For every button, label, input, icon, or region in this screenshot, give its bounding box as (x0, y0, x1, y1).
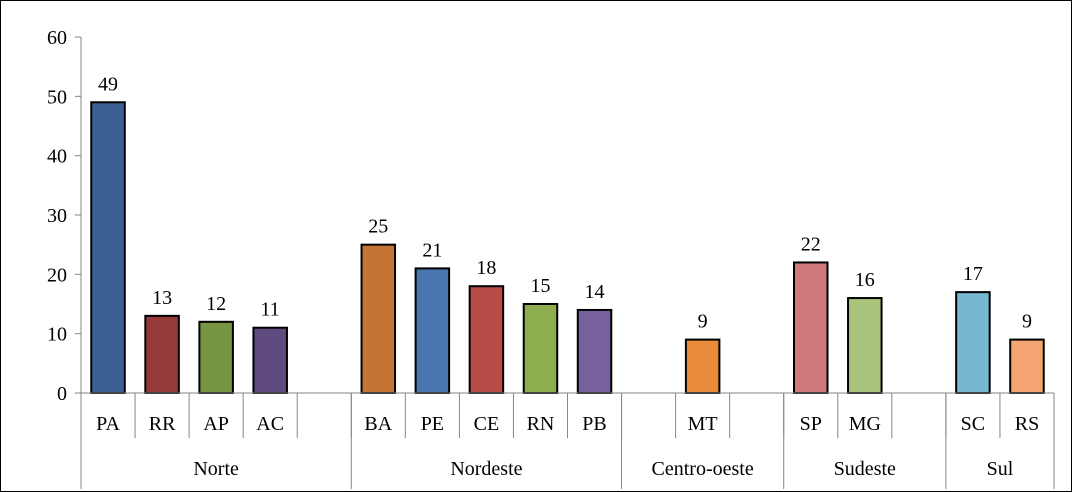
y-tick-label: 50 (47, 86, 67, 108)
y-axis: 0 10 20 30 40 50 60 (47, 27, 82, 405)
group-label: Nordeste (450, 458, 522, 480)
bar (847, 297, 883, 395)
category-label: RN (527, 413, 555, 435)
bar (955, 291, 991, 394)
bar (576, 308, 613, 394)
y-tick-label: 30 (47, 205, 67, 227)
data-label: 21 (422, 239, 442, 261)
bars (90, 101, 1045, 395)
category-label: CE (474, 413, 500, 435)
data-label: 17 (963, 263, 983, 285)
y-tick-label: 10 (47, 324, 67, 346)
bar (90, 101, 126, 395)
data-label: 22 (801, 233, 821, 255)
data-labels: 49 13 12 11 25 21 18 15 14 9 22 16 17 9 (98, 73, 1032, 332)
data-label: 11 (261, 299, 280, 321)
category-label: BA (364, 413, 392, 435)
category-label: PB (582, 413, 606, 435)
category-label: AC (256, 413, 284, 435)
group-label: Centro-oeste (652, 458, 754, 480)
category-label: MT (688, 413, 718, 435)
bar (252, 326, 288, 395)
bar (468, 285, 505, 395)
y-tick-label: 20 (47, 264, 67, 286)
y-tick-label: 0 (57, 383, 67, 405)
group-label: Norte (193, 458, 239, 480)
y-tick-label: 40 (47, 146, 67, 168)
data-label: 9 (698, 311, 708, 333)
data-label: 14 (585, 281, 605, 303)
bar (684, 338, 721, 395)
bar (144, 314, 180, 394)
data-label: 18 (476, 257, 496, 279)
group-label: Sul (987, 458, 1014, 480)
data-label: 16 (855, 269, 875, 291)
x-axis: PA RR AP AC Norte BA PE CE RN PB Nordeste MT Centro-… (80, 392, 1055, 489)
data-label: 13 (152, 287, 172, 309)
bar (1009, 338, 1045, 395)
category-label: RR (149, 413, 176, 435)
bar (198, 320, 234, 394)
data-label: 12 (206, 293, 226, 315)
category-label: MG (849, 413, 881, 435)
group-label: Sudeste (834, 458, 896, 480)
category-label: PE (421, 413, 444, 435)
bar (792, 261, 829, 395)
data-label: 49 (98, 73, 118, 95)
bar (414, 267, 451, 394)
category-label: SP (800, 413, 822, 435)
category-label: AP (203, 413, 229, 435)
category-label: PA (96, 413, 120, 435)
category-label: SC (961, 413, 985, 435)
category-label: RS (1015, 413, 1039, 435)
data-label: 9 (1022, 311, 1032, 333)
data-label: 25 (368, 216, 388, 238)
data-label: 15 (530, 275, 550, 297)
y-tick-label: 60 (47, 27, 67, 49)
bar (522, 303, 559, 394)
bar (360, 243, 397, 394)
